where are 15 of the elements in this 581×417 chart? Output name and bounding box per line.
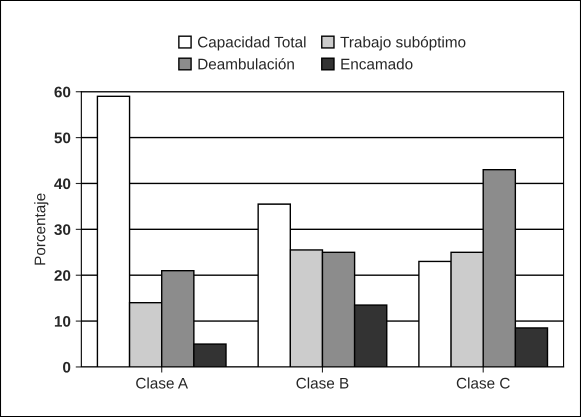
y-tick-label: 20 <box>54 270 70 281</box>
x-tick-label: Clase C <box>456 377 510 389</box>
y-axis-title: Porcentaje <box>34 194 48 265</box>
legend-label: Deambulación <box>198 58 294 70</box>
y-tick-label: 0 <box>63 362 70 373</box>
x-tick-label: Clase B <box>296 377 348 389</box>
legend-label: Encamado <box>341 58 412 70</box>
y-tick-label: 50 <box>54 132 70 144</box>
y-tick-label: 10 <box>54 316 70 327</box>
legend-label: Capacidad Total <box>198 36 306 51</box>
y-tick-label: 60 <box>54 86 70 98</box>
y-tick-label: 30 <box>54 224 70 236</box>
y-tick-label: 40 <box>54 178 70 190</box>
legend-label: Trabajo subóptimo <box>340 36 466 51</box>
x-tick-label: Clase A <box>136 377 188 389</box>
